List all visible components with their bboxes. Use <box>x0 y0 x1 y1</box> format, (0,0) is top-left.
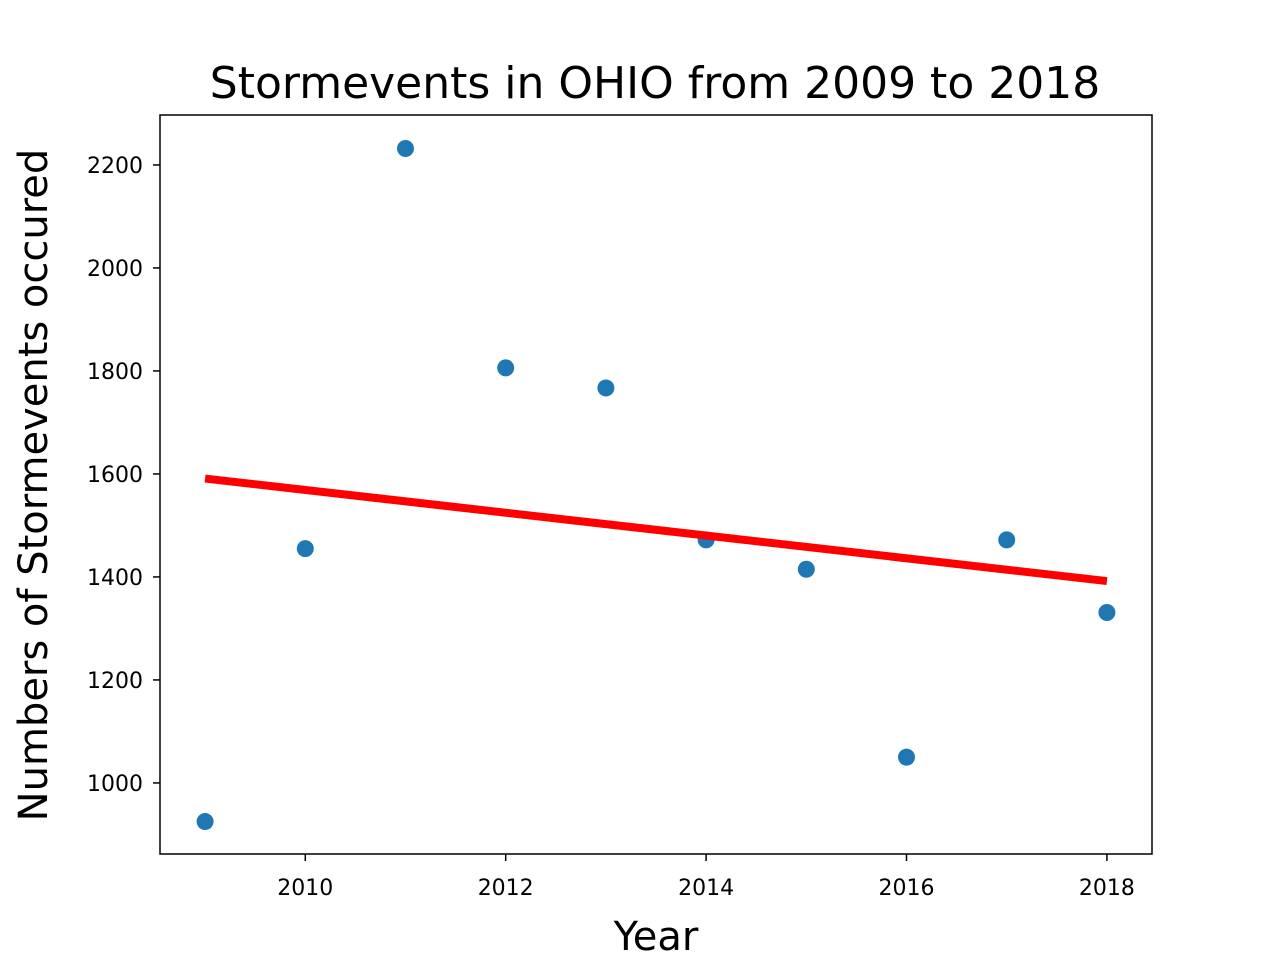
y-tick-label: 2000 <box>87 257 143 282</box>
y-tick-label: 2200 <box>87 154 143 179</box>
plot-area <box>196 139 1116 831</box>
data-point-2011 <box>396 139 414 157</box>
data-point-2012 <box>497 359 515 377</box>
data-point-2013 <box>597 379 615 397</box>
x-tick-label: 2014 <box>678 876 734 901</box>
data-point-2018 <box>1098 603 1116 621</box>
x-tick-label: 2010 <box>277 876 333 901</box>
y-axis-label: Numbers of Stormevents occured <box>11 149 57 822</box>
data-point-2009 <box>196 813 214 831</box>
chart-title: Stormevents in OHIO from 2009 to 2018 <box>210 58 1100 109</box>
y-tick-label: 1600 <box>87 463 143 488</box>
y-tick-label: 1400 <box>87 566 143 591</box>
trend-line <box>204 474 1108 586</box>
data-point-2016 <box>898 748 916 766</box>
y-tick-label: 1200 <box>87 669 143 694</box>
x-axis: 2010 2012 2014 2016 2018 <box>277 854 1135 901</box>
x-tick-label: 2018 <box>1079 876 1135 901</box>
y-axis: 1000 1200 1400 1600 1800 2000 2200 <box>87 154 160 797</box>
plot-frame <box>159 114 1153 855</box>
data-point-2017 <box>998 531 1016 549</box>
y-tick-label: 1000 <box>87 772 143 797</box>
data-point-2010 <box>296 540 314 558</box>
y-tick-label: 1800 <box>87 360 143 385</box>
x-axis-label: Year <box>613 914 699 960</box>
x-tick-label: 2012 <box>478 876 534 901</box>
x-tick-label: 2016 <box>879 876 935 901</box>
data-point-2015 <box>797 560 815 578</box>
